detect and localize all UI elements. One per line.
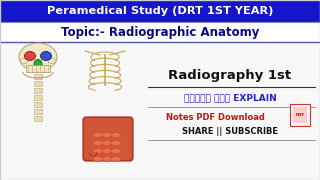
Ellipse shape: [111, 132, 121, 138]
Bar: [0, 22, 320, 42]
Text: Radiography 1st: Radiography 1st: [168, 69, 292, 82]
Ellipse shape: [34, 60, 42, 69]
Ellipse shape: [102, 132, 112, 138]
Ellipse shape: [41, 51, 52, 60]
Text: Notes PDF Download: Notes PDF Download: [165, 112, 264, 122]
Text: हिंदी में EXPLAIN: हिंदी में EXPLAIN: [184, 93, 276, 102]
Ellipse shape: [19, 43, 57, 71]
Ellipse shape: [93, 141, 103, 145]
Bar: [26, 65, 50, 72]
Ellipse shape: [93, 148, 103, 154]
Text: Peramedical Study (DRT 1ST YEAR): Peramedical Study (DRT 1ST YEAR): [47, 6, 273, 16]
Bar: [34, 81, 42, 86]
Bar: [290, 104, 310, 126]
Text: PDF: PDF: [295, 113, 305, 117]
Ellipse shape: [111, 148, 121, 154]
Bar: [293, 107, 307, 123]
Text: SHARE || SUBSCRIBE: SHARE || SUBSCRIBE: [182, 127, 278, 136]
FancyBboxPatch shape: [83, 117, 133, 161]
Bar: [34, 102, 42, 107]
Ellipse shape: [102, 148, 112, 154]
Bar: [0, 0, 320, 22]
Bar: [34, 109, 42, 114]
Bar: [34, 74, 42, 79]
Ellipse shape: [48, 58, 56, 64]
Bar: [34, 95, 42, 100]
Ellipse shape: [111, 156, 121, 161]
Ellipse shape: [102, 141, 112, 145]
Ellipse shape: [102, 156, 112, 161]
Ellipse shape: [93, 156, 103, 161]
Ellipse shape: [93, 132, 103, 138]
Ellipse shape: [20, 58, 28, 64]
Bar: [0, 42, 320, 180]
Ellipse shape: [25, 51, 36, 60]
Bar: [34, 116, 42, 121]
Ellipse shape: [111, 141, 121, 145]
Bar: [34, 88, 42, 93]
Text: Topic:- Radiographic Anatomy: Topic:- Radiographic Anatomy: [61, 26, 259, 39]
